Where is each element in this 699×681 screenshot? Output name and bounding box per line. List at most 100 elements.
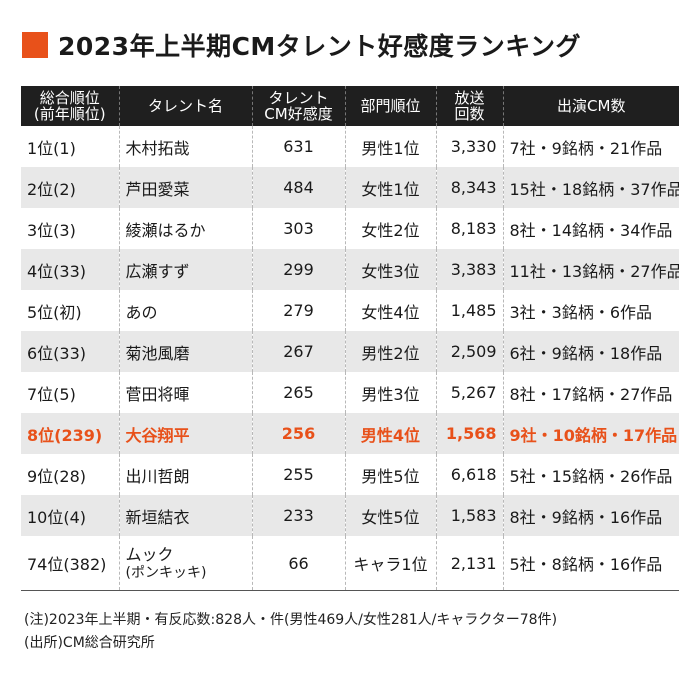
- broadcasts-cell: 3,330: [435, 126, 503, 167]
- score-cell: 66: [251, 536, 345, 591]
- rank-cell: 6位(33): [21, 331, 119, 372]
- cm-count-cell: 5社・15銘柄・26作品: [502, 454, 679, 495]
- header-row: 総合順位 (前年順位) タレント名 タレント CM好感度 部門順位 放送 回数: [21, 86, 679, 126]
- table-body: 1位(1) 木村拓哉 631 男性1位 3,330 7社・9銘柄・21作品 2位…: [21, 126, 679, 591]
- table-header: 総合順位 (前年順位) タレント名 タレント CM好感度 部門順位 放送 回数: [21, 86, 679, 126]
- rank-cell: 2位(2): [21, 167, 119, 208]
- dept-rank-cell: 女性5位: [344, 495, 436, 536]
- footnote-note: (注)2023年上半期・有反応数:828人・件(男性469人/女性281人/キャ…: [24, 612, 558, 628]
- table-row: 2位(2) 芦田愛菜 484 女性1位 8,343 15社・18銘柄・37作品: [21, 167, 679, 208]
- dept-rank-cell: 男性1位: [344, 126, 436, 167]
- score-cell: 267: [251, 331, 345, 372]
- table-row: 9位(28) 出川哲朗 255 男性5位 6,618 5社・15銘柄・26作品: [21, 454, 679, 495]
- broadcasts-cell: 3,383: [435, 249, 503, 290]
- broadcasts-cell: 5,267: [435, 372, 503, 413]
- broadcasts-cell: 2,131: [435, 536, 503, 591]
- table-row: 74位(382) ムック (ポンキッキ) 66 キャラ1位 2,131 5社・8…: [21, 536, 679, 591]
- score-cell: 484: [251, 167, 345, 208]
- title-row: 2023年上半期CMタレント好感度ランキング: [22, 20, 581, 70]
- talent-name-cell: 菊池風磨: [118, 331, 252, 372]
- table-row: 3位(3) 綾瀬はるか 303 女性2位 8,183 8社・14銘柄・34作品: [21, 208, 679, 249]
- dept-rank-cell: 男性2位: [344, 331, 436, 372]
- header-rank: 総合順位 (前年順位): [21, 86, 119, 126]
- title-marker: [22, 32, 48, 58]
- cm-count-cell: 8社・17銘柄・27作品: [502, 372, 679, 413]
- header-broadcasts-line2: 回数: [454, 105, 485, 123]
- ranking-table-wrapper: 総合順位 (前年順位) タレント名 タレント CM好感度 部門順位 放送 回数: [21, 86, 679, 591]
- cm-count-cell: 9社・10銘柄・17作品: [502, 413, 679, 454]
- broadcasts-cell: 8,183: [435, 208, 503, 249]
- broadcasts-cell: 2,509: [435, 331, 503, 372]
- table-row: 7位(5) 菅田将暉 265 男性3位 5,267 8社・17銘柄・27作品: [21, 372, 679, 413]
- talent-name-cell: 新垣結衣: [118, 495, 252, 536]
- broadcasts-cell: 1,583: [435, 495, 503, 536]
- header-dept-rank: 部門順位: [344, 86, 436, 126]
- page-title: 2023年上半期CMタレント好感度ランキング: [58, 32, 582, 61]
- dept-rank-cell: 男性5位: [344, 454, 436, 495]
- score-cell: 303: [251, 208, 345, 249]
- header-broadcasts-line1: 放送: [454, 89, 485, 107]
- header-score-line2: CM好感度: [264, 105, 333, 123]
- dept-rank-cell: 女性1位: [344, 167, 436, 208]
- broadcasts-cell: 1,568: [435, 413, 503, 454]
- table-row-highlighted: 8位(239) 大谷翔平 256 男性4位 1,568 9社・10銘柄・17作品: [21, 413, 679, 454]
- cm-count-cell: 8社・14銘柄・34作品: [502, 208, 679, 249]
- rank-cell: 9位(28): [27, 466, 87, 486]
- score-cell: 255: [251, 454, 345, 495]
- broadcasts-cell: 1,485: [435, 290, 503, 331]
- rank-cell: 8位(239): [21, 413, 119, 454]
- talent-name-cell: 大谷翔平: [118, 413, 252, 454]
- cm-count-cell: 6社・9銘柄・18作品: [502, 331, 679, 372]
- cm-count-cell: 11社・13銘柄・27作品: [502, 249, 679, 290]
- header-cm-count: 出演CM数: [502, 86, 679, 126]
- talent-name-cell: 綾瀬はるか: [118, 208, 252, 249]
- talent-name-cell: 出川哲朗: [118, 454, 252, 495]
- score-cell: 265: [251, 372, 345, 413]
- broadcasts-cell: 8,343: [435, 167, 503, 208]
- footnote-source: (出所)CM総合研究所: [24, 635, 155, 651]
- cm-count-cell: 5社・8銘柄・16作品: [502, 536, 679, 591]
- cm-count-cell: 8社・9銘柄・16作品: [502, 495, 679, 536]
- header-cm-count-label: 出演CM数: [557, 97, 626, 115]
- dept-rank-cell: 女性4位: [344, 290, 436, 331]
- cm-count-cell: 3社・3銘柄・6作品: [502, 290, 679, 331]
- header-broadcasts: 放送 回数: [435, 86, 503, 126]
- dept-rank-cell: 女性2位: [344, 208, 436, 249]
- rank-cell: 7位(5): [27, 384, 76, 404]
- cm-count-cell: 15社・18銘柄・37作品: [502, 167, 679, 208]
- table-row: 10位(4) 新垣結衣 233 女性5位 1,583 8社・9銘柄・16作品: [21, 495, 679, 536]
- talent-name-cell: あの: [118, 290, 252, 331]
- talent-name-cell: 広瀬すず: [118, 249, 252, 290]
- talent-name-cell: ムック (ポンキッキ): [118, 536, 252, 591]
- dept-rank-cell: 女性3位: [344, 249, 436, 290]
- dept-rank-cell: 男性4位: [344, 413, 436, 454]
- table-row: 4位(33) 広瀬すず 299 女性3位 3,383 11社・13銘柄・27作品: [21, 249, 679, 290]
- table-row: 1位(1) 木村拓哉 631 男性1位 3,330 7社・9銘柄・21作品: [21, 126, 679, 167]
- rank-cell: 1位(1): [27, 138, 76, 158]
- talent-name-cell: 菅田将暉: [118, 372, 252, 413]
- broadcasts-cell: 6,618: [435, 454, 503, 495]
- header-talent-label: タレント名: [147, 97, 223, 115]
- header-dept-rank-label: 部門順位: [360, 97, 421, 115]
- rank-cell: 10位(4): [21, 495, 119, 536]
- footnotes: (注)2023年上半期・有反応数:828人・件(男性469人/女性281人/キャ…: [24, 609, 557, 655]
- header-talent: タレント名: [118, 86, 252, 126]
- dept-rank-cell: 男性3位: [344, 372, 436, 413]
- table-row: 6位(33) 菊池風磨 267 男性2位 2,509 6社・9銘柄・18作品: [21, 331, 679, 372]
- talent-name-cell: 芦田愛菜: [118, 167, 252, 208]
- talent-name-cell: 木村拓哉: [118, 126, 252, 167]
- rank-cell: 3位(3): [27, 220, 76, 240]
- header-score: タレント CM好感度: [251, 86, 345, 126]
- header-rank-line1: 総合順位: [39, 89, 100, 107]
- header-score-line1: タレント: [268, 89, 329, 107]
- cm-count-cell: 7社・9銘柄・21作品: [502, 126, 679, 167]
- score-cell: 299: [251, 249, 345, 290]
- rank-cell: 74位(382): [21, 536, 119, 591]
- score-cell: 279: [251, 290, 345, 331]
- score-cell: 631: [251, 126, 345, 167]
- talent-name: ムック: [125, 545, 174, 564]
- score-cell: 233: [251, 495, 345, 536]
- score-cell: 256: [251, 413, 345, 454]
- header-rank-line2: (前年順位): [33, 105, 106, 123]
- dept-rank-cell: キャラ1位: [344, 536, 436, 591]
